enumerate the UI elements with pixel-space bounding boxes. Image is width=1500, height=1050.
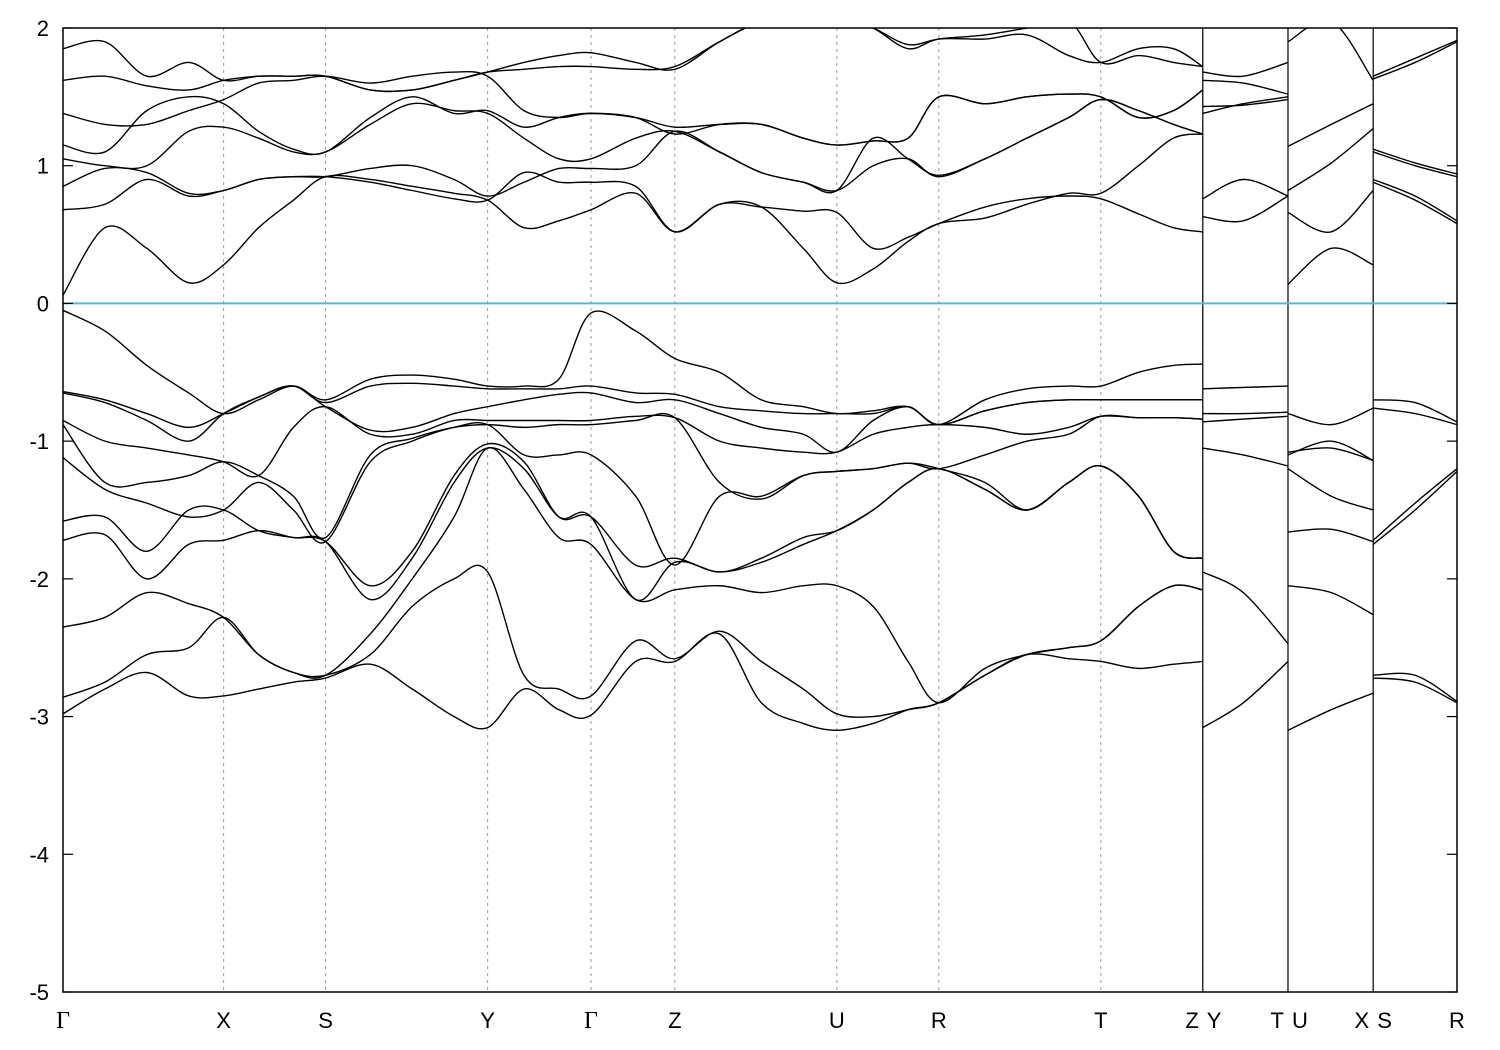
band-line (1202, 195, 1289, 223)
band-line (1372, 41, 1457, 80)
band-line (1202, 411, 1289, 415)
band-line (1373, 407, 1457, 426)
band-line (1287, 447, 1374, 462)
kpoint-label: U (1292, 1008, 1308, 1033)
y-tick-label: -3 (29, 705, 49, 730)
band-line (1287, 103, 1374, 148)
band-line (1202, 571, 1289, 645)
band-line (1202, 79, 1289, 95)
band-line (63, 133, 1203, 296)
y-tick-labels: -5 -4 -3 -2 -1 0 1 2 (29, 16, 49, 1005)
band-line (1372, 178, 1457, 222)
kpoint-label: Γ (56, 1008, 70, 1034)
band-line (1287, 585, 1374, 616)
band-line (1287, 127, 1374, 192)
kpoint-label: X (1355, 1008, 1370, 1033)
kpoint-label: R (1449, 1008, 1465, 1033)
band-line (63, 422, 1203, 566)
band-line (1202, 660, 1289, 729)
band-line (1202, 98, 1289, 108)
y-tick-label: -1 (29, 429, 49, 454)
kpoint-label: S (318, 1008, 333, 1033)
band-line (1287, 528, 1374, 543)
plot-frame (62, 27, 1458, 993)
band-line (1373, 399, 1457, 423)
kpoint-label: T (1094, 1008, 1107, 1033)
band-line (63, 28, 1203, 93)
kpoint-label: Y (480, 1008, 495, 1033)
band-line (63, 309, 1203, 426)
band-line (1372, 468, 1457, 541)
kpoint-label: T (1271, 1008, 1284, 1033)
band-line (1287, 190, 1374, 233)
kpoint-label: Z (668, 1008, 681, 1033)
band-line (1287, 28, 1374, 81)
band-line (1372, 148, 1457, 175)
band-line (1202, 415, 1289, 423)
y-tick-label: 0 (37, 291, 49, 316)
y-tick-label: -2 (29, 567, 49, 592)
band-lines (63, 28, 1457, 732)
kpoint-gridlines (223, 28, 1374, 992)
band-line (1287, 468, 1374, 511)
band-line (1287, 407, 1374, 426)
kpoint-label: X (216, 1008, 231, 1033)
band-line (1372, 39, 1457, 77)
kpoint-label: Γ (584, 1008, 598, 1034)
kpoint-label: Z (1185, 1008, 1198, 1033)
band-line (63, 406, 1203, 478)
band-line (63, 70, 1204, 146)
kpoint-label: R (931, 1008, 947, 1033)
band-line (1373, 672, 1457, 703)
y-tick-label: 2 (37, 16, 49, 41)
y-tick-label: -4 (29, 842, 49, 867)
band-line (1373, 677, 1457, 704)
band-line (1202, 447, 1289, 467)
band-line (1372, 151, 1457, 178)
kpoint-label: Y (1207, 1008, 1222, 1033)
y-tick-label: 1 (37, 154, 49, 179)
band-line (1202, 178, 1289, 200)
band-line (1372, 181, 1457, 225)
band-line (63, 98, 1203, 194)
band-line (1202, 385, 1289, 390)
band-line (1372, 470, 1457, 545)
band-line (1202, 61, 1289, 78)
band-line (63, 447, 1203, 704)
band-line (1287, 247, 1374, 285)
band-line (1287, 692, 1374, 731)
y-tick-label: -5 (29, 980, 49, 1005)
band-line (1202, 96, 1289, 115)
kpoint-label: U (829, 1008, 845, 1033)
kpoint-label: S (1377, 1008, 1392, 1033)
